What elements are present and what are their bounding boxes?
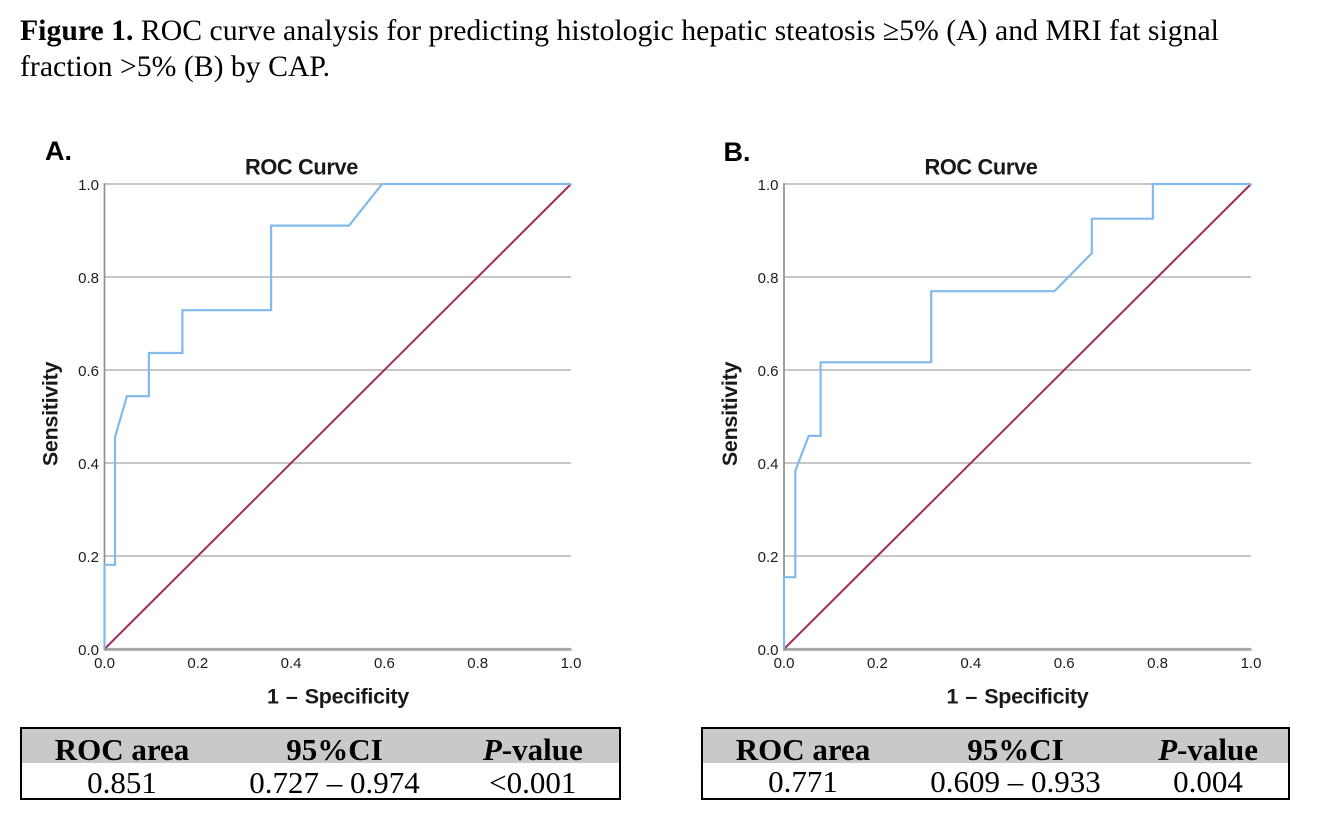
svg-text:1.0: 1.0 bbox=[1241, 655, 1262, 672]
svg-text:ROC Curve: ROC Curve bbox=[924, 155, 1037, 180]
svg-text:0.0: 0.0 bbox=[758, 642, 779, 659]
svg-text:ROC Curve: ROC Curve bbox=[245, 155, 358, 180]
svg-text:0.2: 0.2 bbox=[187, 655, 208, 672]
svg-text:0.0: 0.0 bbox=[78, 642, 99, 659]
svg-text:0.2: 0.2 bbox=[758, 549, 779, 566]
svg-text:0.6: 0.6 bbox=[374, 655, 395, 672]
svg-text:0.8: 0.8 bbox=[467, 655, 488, 672]
svg-text:1.0: 1.0 bbox=[561, 655, 582, 672]
svg-text:0.6: 0.6 bbox=[758, 363, 779, 380]
svg-text:0.4: 0.4 bbox=[960, 655, 981, 672]
svg-text:0.4: 0.4 bbox=[281, 655, 302, 672]
svg-text:1 – Specificity: 1 – Specificity bbox=[267, 685, 409, 709]
svg-text:0.2: 0.2 bbox=[867, 655, 888, 672]
svg-text:0.4: 0.4 bbox=[758, 456, 779, 473]
svg-text:0.0: 0.0 bbox=[774, 655, 795, 672]
svg-text:0.6: 0.6 bbox=[78, 363, 99, 380]
svg-text:0.6: 0.6 bbox=[1054, 655, 1075, 672]
svg-text:1 – Specificity: 1 – Specificity bbox=[947, 685, 1089, 709]
svg-text:0.2: 0.2 bbox=[78, 549, 99, 566]
svg-text:Sensitivity: Sensitivity bbox=[39, 362, 63, 467]
svg-text:0.0: 0.0 bbox=[94, 655, 115, 672]
svg-text:0.8: 0.8 bbox=[78, 270, 99, 287]
svg-text:1.0: 1.0 bbox=[758, 177, 779, 194]
svg-text:0.8: 0.8 bbox=[1147, 655, 1168, 672]
svg-text:0.8: 0.8 bbox=[758, 270, 779, 287]
svg-text:0.4: 0.4 bbox=[78, 456, 99, 473]
svg-text:Sensitivity: Sensitivity bbox=[718, 362, 742, 467]
svg-text:1.0: 1.0 bbox=[78, 177, 99, 194]
